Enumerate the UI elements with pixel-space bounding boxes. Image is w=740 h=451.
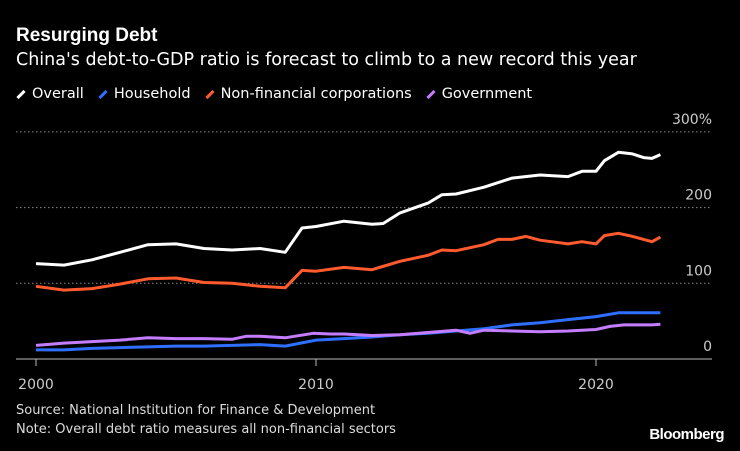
y-tick-label: 0 (703, 339, 712, 355)
x-tick-label: 2000 (18, 377, 54, 393)
legend-item-overall: Overall (16, 86, 84, 102)
legend: Overall Household Non-financial corporat… (16, 86, 532, 102)
legend-item-government: Government (426, 86, 532, 102)
chart-title: Resurging Debt (16, 25, 158, 46)
footnote: Note: Overall debt ratio measures all no… (16, 422, 396, 437)
chart-subtitle: China's debt-to-GDP ratio is forecast to… (16, 50, 637, 70)
legend-label: Overall (32, 86, 84, 102)
bloomberg-logo: Bloomberg (649, 426, 724, 443)
legend-item-corporations: Non-financial corporations (204, 86, 412, 102)
series-line-non-financial-corporations (35, 231, 662, 292)
y-tick-label: 200 (685, 188, 712, 204)
legend-label: Household (113, 86, 191, 102)
y-tick-label: 100 (685, 263, 712, 279)
series-line-household (36, 311, 661, 352)
series-line-government (35, 322, 661, 347)
legend-label: Government (441, 86, 533, 102)
legend-label: Non-financial corporations (220, 86, 412, 102)
source-note: Source: National Institution for Finance… (16, 403, 376, 418)
x-tick-label: 2020 (578, 377, 614, 393)
series-line-overall (35, 150, 662, 267)
x-tick-label: 2010 (298, 377, 334, 393)
legend-item-household: Household (98, 86, 191, 102)
y-tick-label: 300% (672, 112, 712, 128)
